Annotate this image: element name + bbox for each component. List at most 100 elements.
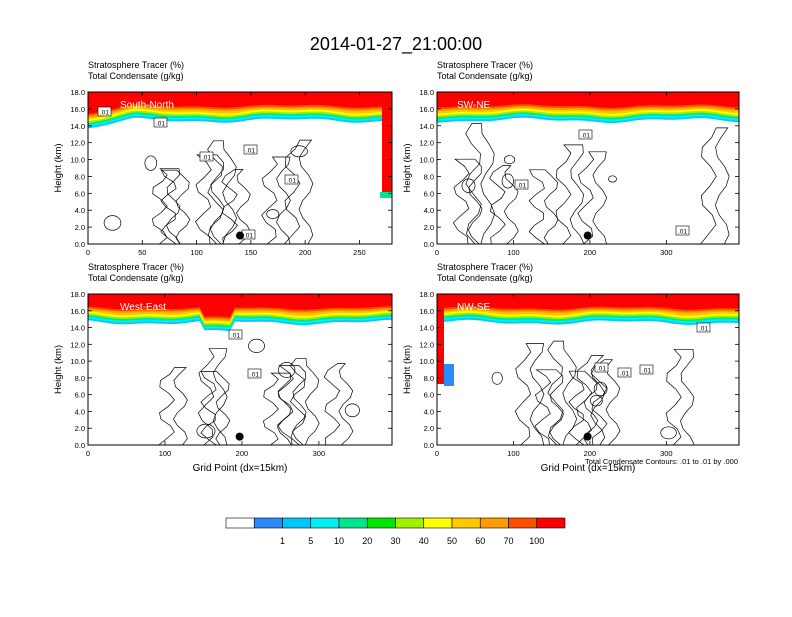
location-marker: [236, 231, 244, 240]
condensate-contour: [593, 381, 608, 397]
contour-label: .01: [620, 371, 629, 378]
condensate-contour: [248, 338, 265, 353]
y-tick-label: 6.0: [424, 189, 434, 198]
colorbar-swatch: [508, 517, 538, 529]
x-tick-label: 300: [660, 449, 673, 458]
contour-label: .01: [244, 233, 253, 240]
condensate-contour: [590, 359, 621, 445]
y-tick-label: 0.0: [424, 240, 434, 249]
condensate-contour: [277, 365, 307, 445]
condensate-contour: [289, 357, 320, 445]
condensate-contour: [283, 139, 314, 244]
contour-label-box: [284, 174, 299, 185]
tracer-band: [437, 294, 739, 310]
condensate-contour: [577, 151, 608, 244]
colorbar-label: 5: [308, 536, 313, 546]
y-tick-label: 16.0: [70, 307, 85, 316]
contour-label: .01: [517, 183, 526, 190]
colorbar-swatch: [536, 517, 566, 529]
contour-label-box: [675, 225, 690, 236]
contour-label: .01: [246, 148, 255, 155]
y-tick-label: 2.0: [75, 424, 85, 433]
y-tick-label: 10.0: [70, 156, 85, 165]
condensate-contour: [555, 144, 585, 244]
y-tick-label: 12.0: [419, 340, 434, 349]
condensate-contour: [547, 340, 578, 445]
y-axis-label: Height (km): [53, 143, 64, 192]
x-tick-label: 200: [584, 248, 597, 257]
y-tick-label: 16.0: [419, 105, 434, 114]
y-tick-label: 18.0: [70, 88, 85, 97]
contour-label-box: [514, 179, 529, 190]
y-tick-label: 18.0: [419, 88, 434, 97]
y-tick-label: 14.0: [70, 324, 85, 333]
y-tick-label: 6.0: [75, 391, 85, 400]
condensate-contour: [465, 123, 496, 244]
contour-label: .01: [581, 133, 590, 140]
colorbar-label: 50: [447, 536, 457, 546]
condensate-contour: [278, 362, 296, 378]
x-tick-label: 0: [435, 248, 439, 257]
field-label-condensate: Total Condensate (g/kg): [88, 273, 184, 283]
x-axis-label: Grid Point (dx=15km): [541, 463, 636, 474]
contour-label: .01: [250, 372, 259, 379]
contour-label-box: [594, 362, 609, 373]
condensate-contour: [491, 371, 503, 385]
contour-label: .01: [287, 178, 296, 185]
condensate-contour: [197, 348, 228, 445]
y-tick-label: 6.0: [75, 189, 85, 198]
tracer-intrusion-edge: [444, 364, 454, 386]
y-tick-label: 12.0: [70, 340, 85, 349]
contour-label-box: [199, 151, 214, 162]
plot-frame: [436, 91, 740, 245]
condensate-contour: [151, 168, 181, 244]
x-tick-label: 200: [584, 449, 597, 458]
contour-label-box: [97, 106, 112, 117]
condensate-contour: [160, 169, 191, 244]
y-tick-label: 14.0: [419, 324, 434, 333]
contour-label: .01: [678, 229, 687, 236]
y-axis-label: Height (km): [53, 345, 64, 394]
field-label-tracer: Stratosphere Tracer (%): [88, 262, 184, 272]
contour-label-box: [696, 322, 711, 333]
contour-label: .01: [699, 326, 708, 333]
condensate-contour: [461, 178, 476, 193]
plot-frame: [87, 293, 393, 446]
x-tick-label: 0: [86, 248, 90, 257]
contour-label-box: [228, 329, 243, 340]
y-tick-label: 4.0: [424, 407, 434, 416]
x-axis-label: Grid Point (dx=15km): [193, 463, 288, 474]
y-tick-label: 2.0: [424, 223, 434, 232]
y-tick-label: 6.0: [424, 391, 434, 400]
page-title: 2014-01-27_21:00:00: [310, 34, 482, 55]
contour-label-box: [639, 364, 654, 375]
condensate-contour: [261, 156, 291, 244]
y-tick-label: 2.0: [424, 424, 434, 433]
colorbar-swatch: [479, 517, 509, 529]
x-tick-label: 100: [159, 449, 172, 458]
colorbar-swatch: [253, 517, 283, 529]
plot-frame: [87, 91, 393, 245]
y-axis-label: Height (km): [402, 345, 413, 394]
x-tick-label: 300: [313, 449, 326, 458]
x-tick-label: 50: [138, 248, 146, 257]
colorbar-label: 1: [280, 536, 285, 546]
location-marker: [235, 432, 244, 441]
panel-south-north: Stratosphere Tracer (%)Total Condensate …: [53, 60, 393, 257]
contour-label: .01: [642, 368, 651, 375]
colorbar-label: 20: [362, 536, 372, 546]
colorbar-label: 30: [390, 536, 400, 546]
panel-sw-ne: Stratosphere Tracer (%)Total Condensate …: [402, 60, 740, 257]
field-label-tracer: Stratosphere Tracer (%): [437, 60, 533, 70]
condensate-contour: [344, 403, 360, 418]
x-tick-label: 100: [507, 449, 520, 458]
condensate-contour: [528, 169, 559, 244]
condensate-contour: [608, 175, 617, 183]
y-tick-label: 18.0: [70, 290, 85, 299]
panel-nw-se: Stratosphere Tracer (%)Total Condensate …: [402, 262, 740, 474]
plot-area: [88, 92, 392, 244]
condensate-contour: [503, 155, 516, 165]
y-axis-label: Height (km): [402, 143, 413, 192]
condensate-contour: [452, 158, 483, 244]
condensate-contour: [144, 155, 158, 171]
